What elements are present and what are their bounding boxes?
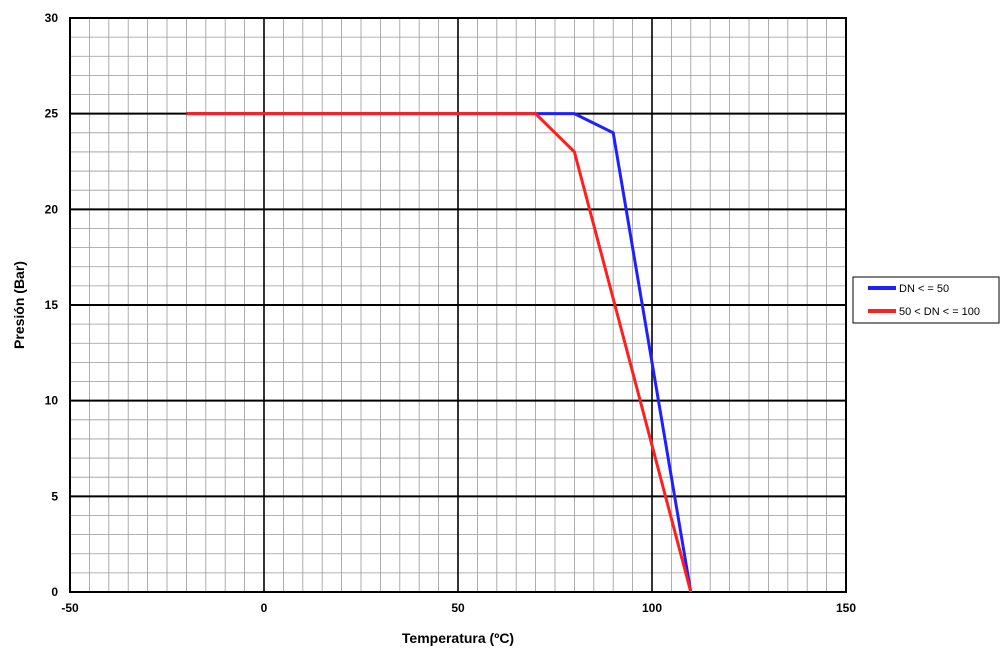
y-axis-ticks: 0 5 10 15 20 25 30 [45,11,59,599]
legend-label-dn100: 50 < DN < = 100 [899,306,980,318]
y-tick-label: 30 [45,11,59,25]
x-axis-ticks: -50 0 50 100 150 [61,601,856,615]
x-tick-label: -50 [61,601,79,615]
legend-box [852,276,1000,324]
x-tick-label: 50 [451,601,465,615]
x-tick-label: 100 [642,601,662,615]
x-tick-label: 0 [261,601,268,615]
y-tick-label: 15 [45,298,59,312]
y-tick-label: 5 [51,489,58,503]
legend: DN < = 50 50 < DN < = 100 [852,276,1000,324]
legend-label-dn50: DN < = 50 [899,283,949,295]
y-tick-label: 10 [45,394,59,408]
x-axis-title: Temperatura (ºC) [402,630,514,646]
series-layer [186,112,693,593]
series-line-dn100 [186,112,693,593]
y-axis-title: Presión (Bar) [11,261,27,349]
plot-frame [69,17,847,593]
y-tick-label: 25 [45,107,59,121]
x-tick-label: 150 [836,601,856,615]
y-tick-label: 0 [51,585,58,599]
y-tick-label: 20 [45,202,59,216]
